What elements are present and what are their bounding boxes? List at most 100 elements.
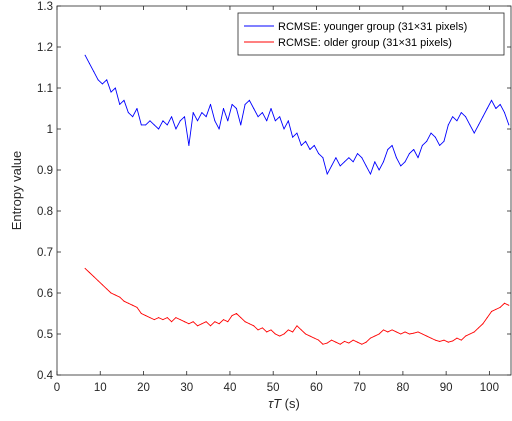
data-point-older [482, 323, 484, 325]
data-point-older [119, 296, 121, 298]
data-point-older [171, 321, 173, 323]
series-layer [84, 54, 510, 345]
legend: RCMSE: younger group (31×31 pixels) RCMS… [237, 12, 505, 56]
legend-entry-older: RCMSE: older group (31×31 pixels) [278, 37, 452, 49]
data-point-older [439, 340, 441, 342]
data-point-older [305, 333, 307, 335]
data-point-older [84, 267, 86, 269]
data-point-older [227, 321, 229, 323]
data-point-younger [257, 116, 259, 118]
data-point-older [248, 323, 250, 325]
data-point-older [378, 333, 380, 335]
data-point-older [93, 276, 95, 278]
data-point-older [413, 332, 415, 334]
data-point-older [218, 323, 220, 325]
data-point-older [421, 333, 423, 335]
data-point-older [192, 321, 194, 323]
data-point-younger [508, 124, 510, 126]
data-point-older [357, 341, 358, 343]
data-point-younger [248, 99, 250, 101]
data-point-younger [465, 116, 467, 118]
data-point-younger [318, 153, 320, 155]
data-point-older [322, 343, 324, 345]
data-point-younger [352, 161, 354, 163]
data-point-younger [305, 140, 307, 142]
data-point-younger [210, 103, 211, 105]
data-point-younger [240, 124, 242, 126]
y-tick-label: 0.7 [37, 247, 53, 259]
data-point-younger [140, 124, 142, 126]
data-point-older [214, 321, 216, 323]
data-point-older [266, 331, 268, 333]
data-point-younger [93, 71, 95, 73]
data-point-older [430, 337, 432, 339]
y-tick-label: 1.3 [37, 1, 53, 13]
data-point-older [460, 339, 462, 341]
y-ticks: 0.4 0.5 0.6 0.7 0.8 0.9 1 1.1 1.2 1.3 [37, 1, 511, 382]
data-point-younger [88, 62, 90, 64]
data-point-younger [153, 124, 155, 126]
data-point-older [447, 341, 449, 343]
data-point-older [231, 315, 233, 317]
x-tick-label: 90 [440, 382, 453, 394]
data-point-older [257, 329, 259, 331]
y-tick-label: 0.8 [37, 206, 53, 218]
data-point-older [283, 333, 285, 335]
data-point-younger [426, 140, 428, 142]
x-tick-label: 0 [54, 382, 60, 394]
x-axis-label: τT (s) [268, 396, 300, 411]
data-point-younger [274, 120, 276, 122]
y-axis-label: Entropy value [9, 151, 24, 231]
data-point-younger [469, 124, 471, 126]
data-point-older [240, 317, 242, 319]
data-point-older [361, 343, 363, 345]
data-point-younger [322, 157, 324, 159]
y-tick-label: 0.4 [37, 370, 54, 382]
data-point-younger [400, 165, 402, 167]
data-point-older [149, 317, 151, 319]
data-point-younger [452, 116, 454, 118]
data-point-younger [214, 120, 216, 122]
data-point-younger [439, 144, 441, 146]
data-point-older [166, 317, 168, 319]
data-point-younger [430, 132, 432, 134]
data-point-younger [335, 157, 337, 159]
data-point-older [253, 325, 255, 327]
data-point-younger [166, 124, 168, 126]
data-point-younger [101, 83, 103, 85]
data-point-younger [395, 157, 397, 159]
data-point-younger [382, 161, 384, 163]
plot-area [57, 6, 511, 375]
data-point-younger [84, 54, 86, 56]
data-point-younger [149, 120, 151, 122]
data-point-younger [127, 112, 129, 114]
data-point-older [244, 321, 246, 323]
data-point-younger [387, 149, 389, 150]
data-point-older [270, 329, 272, 331]
data-point-older [491, 310, 493, 312]
data-point-younger [300, 144, 302, 146]
x-tick-label: 70 [353, 382, 366, 394]
data-point-older [352, 339, 354, 341]
data-point-older [140, 313, 142, 314]
data-point-older [335, 341, 337, 343]
data-point-older [473, 331, 475, 333]
data-point-younger [326, 173, 328, 175]
x-tick-label: 10 [94, 382, 107, 394]
axes [56, 5, 512, 376]
data-point-younger [478, 124, 480, 126]
data-point-younger [235, 108, 237, 109]
data-point-younger [287, 120, 289, 122]
data-point-younger [110, 91, 112, 93]
data-point-older [132, 304, 134, 306]
data-point-younger [473, 132, 475, 134]
data-point-younger [374, 161, 376, 163]
data-point-younger [443, 140, 445, 142]
data-point-younger [158, 128, 160, 130]
y-tick-label: 1 [47, 124, 53, 136]
data-point-younger [266, 120, 268, 122]
data-point-older [365, 341, 367, 343]
legend-box [237, 12, 505, 56]
